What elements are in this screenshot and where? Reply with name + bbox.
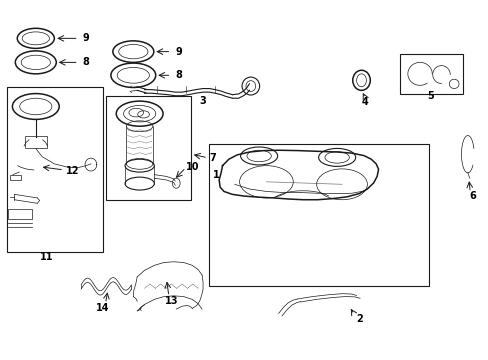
- Text: 5: 5: [427, 91, 433, 102]
- Text: 8: 8: [175, 70, 182, 80]
- Text: 4: 4: [361, 97, 368, 107]
- Bar: [209, 144, 428, 286]
- Text: 11: 11: [40, 252, 54, 262]
- Text: 8: 8: [82, 57, 89, 67]
- Text: 9: 9: [175, 46, 182, 57]
- Bar: [25, 136, 46, 148]
- Text: 10: 10: [185, 162, 199, 172]
- Bar: [399, 54, 462, 94]
- Bar: [6, 87, 103, 252]
- Text: 14: 14: [96, 303, 110, 313]
- Text: 7: 7: [209, 153, 216, 163]
- Bar: [10, 175, 21, 180]
- Text: 3: 3: [199, 96, 206, 106]
- Text: 13: 13: [164, 296, 178, 306]
- Text: 12: 12: [65, 166, 79, 176]
- Bar: [8, 209, 32, 220]
- Bar: [105, 96, 190, 200]
- Text: 2: 2: [356, 314, 363, 324]
- Text: 9: 9: [82, 33, 89, 43]
- Text: 6: 6: [468, 191, 475, 201]
- Text: 1: 1: [213, 170, 220, 180]
